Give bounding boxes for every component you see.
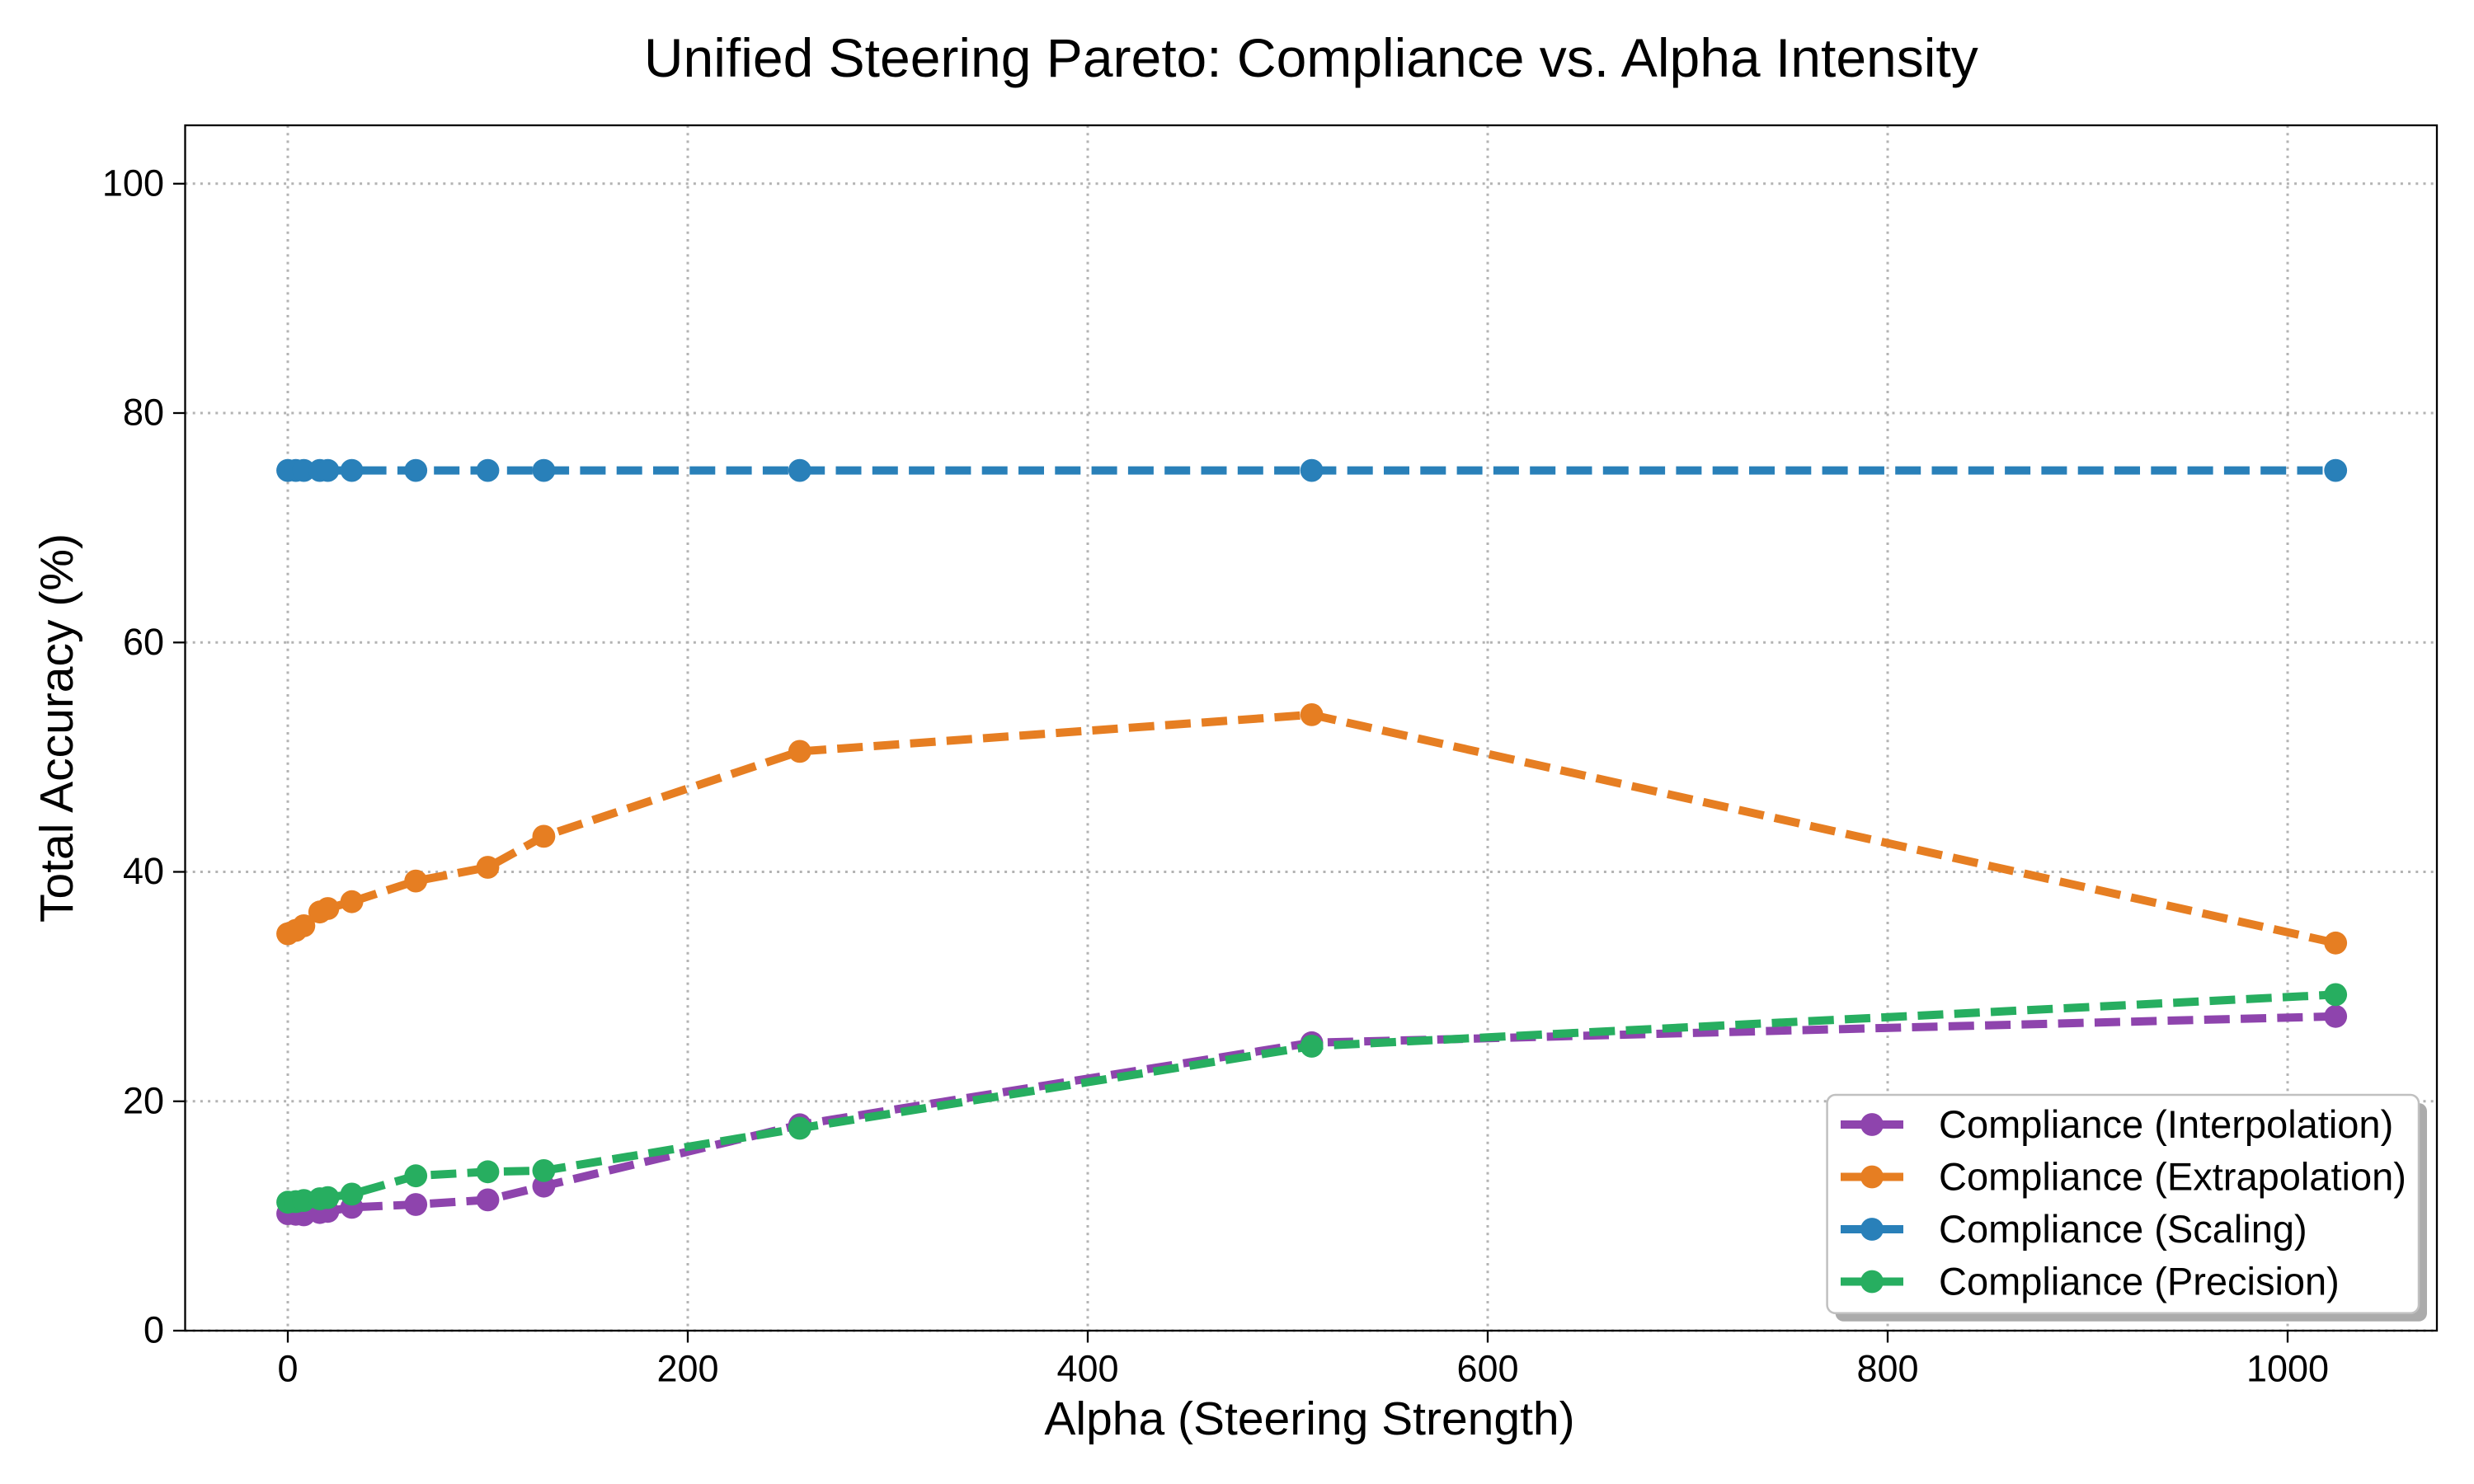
svg-text:0: 0: [277, 1348, 298, 1390]
svg-text:80: 80: [123, 392, 164, 434]
svg-text:20: 20: [123, 1079, 164, 1121]
svg-text:1000: 1000: [2246, 1348, 2329, 1390]
svg-text:Total Accuracy (%): Total Accuracy (%): [31, 533, 83, 923]
svg-text:100: 100: [102, 162, 164, 204]
svg-text:400: 400: [1056, 1348, 1118, 1390]
svg-text:Compliance (Precision): Compliance (Precision): [1939, 1260, 2340, 1303]
svg-text:600: 600: [1456, 1348, 1518, 1390]
svg-text:200: 200: [656, 1348, 718, 1390]
svg-text:800: 800: [1856, 1348, 1918, 1390]
svg-text:Alpha (Steering Strength): Alpha (Steering Strength): [1044, 1392, 1574, 1445]
svg-text:60: 60: [123, 621, 164, 663]
svg-text:Compliance (Scaling): Compliance (Scaling): [1939, 1207, 2307, 1251]
svg-text:Compliance (Extrapolation): Compliance (Extrapolation): [1939, 1155, 2406, 1199]
svg-text:0: 0: [143, 1309, 164, 1351]
svg-text:Compliance (Interpolation): Compliance (Interpolation): [1939, 1102, 2393, 1146]
svg-text:40: 40: [123, 850, 164, 892]
svg-text:Unified Steering Pareto: Compl: Unified Steering Pareto: Compliance vs. …: [644, 27, 1978, 88]
